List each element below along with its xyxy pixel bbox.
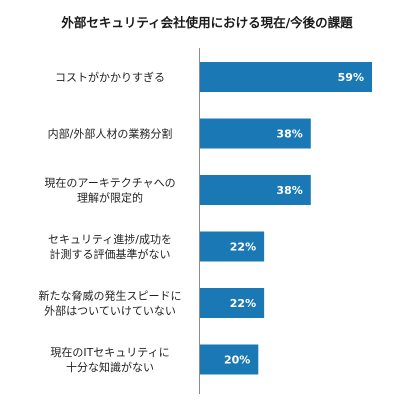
- category-label-3-line-1: 現在のアーキテクチャへの: [44, 177, 175, 190]
- bar-1: [200, 62, 372, 92]
- category-label-5: 新たな脅威の発生スピードに外部はついていけていない: [39, 289, 182, 318]
- category-label-2: 内部/外部人材の業務分割: [48, 127, 173, 141]
- category-label-3-line-2: 理解が限定的: [77, 191, 143, 205]
- bar-5: [200, 288, 265, 318]
- bar-2: [200, 118, 311, 149]
- category-label-1: コストがかかりすぎる: [55, 70, 165, 84]
- category-label-2-line-1: 内部/外部人材の業務分割: [48, 127, 173, 141]
- category-label-6: 現在のITセキュリティに十分な知識がない: [50, 346, 169, 374]
- value-labels-group: 59% 38% 38% 22% 22% 20%: [224, 71, 364, 367]
- value-label-4: 22%: [230, 241, 256, 254]
- bars-group: [200, 62, 372, 375]
- value-label-2: 38%: [276, 128, 302, 141]
- bar-6: [200, 344, 259, 375]
- category-labels-group: コストがかかりすぎる内部/外部人材の業務分割現在のアーキテクチャへの理解が限定的…: [39, 70, 182, 374]
- category-label-3: 現在のアーキテクチャへの理解が限定的: [44, 177, 175, 205]
- value-label-5: 22%: [230, 297, 256, 310]
- category-label-4-line-2: 計測する評価基準がない: [50, 247, 171, 261]
- chart-title: 外部セキュリティ会社使用における現在/今後の課題: [60, 15, 353, 30]
- value-label-3: 38%: [276, 184, 302, 197]
- bar-4: [200, 231, 265, 262]
- category-label-6-line-1: 現在のITセキュリティに: [50, 346, 169, 359]
- category-label-1-line-1: コストがかかりすぎる: [55, 70, 165, 84]
- value-label-6: 20%: [224, 354, 250, 367]
- value-label-1: 59%: [338, 71, 364, 84]
- category-label-5-line-1: 新たな脅威の発生スピードに: [39, 289, 182, 303]
- bar-3: [200, 175, 311, 205]
- category-label-4-line-1: セキュリティ進捗/成功を: [48, 232, 172, 246]
- category-label-5-line-2: 外部はついていけていない: [44, 304, 176, 318]
- category-label-4: セキュリティ進捗/成功を計測する評価基準がない: [48, 232, 172, 261]
- category-label-6-line-2: 十分な知識がない: [66, 360, 154, 374]
